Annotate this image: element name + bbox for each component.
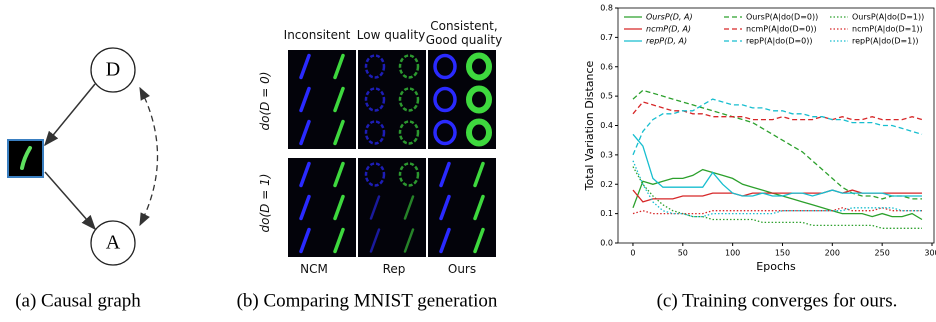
- edge: [45, 172, 95, 229]
- figure: D A (a) Causal graph (b) Comparing MNIST…: [0, 0, 936, 322]
- image-block: [358, 50, 426, 149]
- mnist-grid: [288, 50, 496, 257]
- legend-label: ncmP(D, A): [646, 25, 691, 34]
- y-axis-label: Total Variation Distance: [583, 60, 596, 191]
- chart: 0.0 0.1 0.2 0.3 0.4 0.5 0.6 0.7 0.8 0 50 100 150 200 2…: [583, 4, 936, 274]
- y-tick-label: 0.1: [600, 209, 613, 218]
- legend-label: ncmP(A|do(D=0)): [746, 25, 817, 34]
- x-tick-label: 150: [775, 249, 790, 258]
- y-tick-label: 0.2: [600, 180, 613, 189]
- causal-graph: D A (a) Causal graph: [8, 48, 158, 311]
- x-tick-label: 100: [725, 249, 740, 258]
- method-label: NCM: [294, 262, 334, 276]
- legend-label: OursP(A|do(D=1)): [852, 13, 924, 22]
- image-block: [288, 158, 356, 257]
- column-label: Low quality: [355, 28, 427, 42]
- y-tick-label: 0.5: [600, 92, 613, 101]
- series-line: [633, 90, 922, 199]
- x-tick-label: 250: [875, 249, 890, 258]
- method-label: Ours: [442, 262, 482, 276]
- image-block: [428, 50, 496, 149]
- y-tick-label: 0.4: [600, 121, 613, 130]
- image-block: [358, 158, 426, 257]
- legend-label: OursP(D, A): [646, 13, 693, 22]
- method-label: Rep: [374, 262, 414, 276]
- legend-label: repP(A|do(D=0)): [746, 37, 813, 46]
- series-line: [633, 99, 922, 155]
- caption: (a) Causal graph: [15, 290, 141, 311]
- y-tick-label: 0.0: [600, 239, 613, 248]
- y-tick-label: 0.6: [600, 62, 613, 71]
- node-label: D: [106, 59, 120, 81]
- y-tick-label: 0.3: [600, 150, 613, 159]
- legend-label: repP(D, A): [646, 37, 687, 46]
- legend-label: repP(A|do(D=1)): [852, 37, 919, 46]
- y-tick-label: 0.8: [600, 4, 613, 13]
- confounder-edge: [140, 88, 158, 225]
- row-label: do(D = 1): [258, 158, 272, 248]
- legend-label: ncmP(A|do(D=1)): [852, 25, 923, 34]
- image-block: [288, 50, 356, 149]
- column-label: Inconsitent: [282, 28, 352, 42]
- series-line: [633, 161, 922, 217]
- row-label: do(D = 0): [258, 56, 272, 146]
- caption: (b) Comparing MNIST generation: [237, 290, 498, 311]
- node-label: A: [106, 232, 121, 254]
- series-line: [633, 134, 922, 196]
- edge: [45, 84, 95, 145]
- legend-label: OursP(A|do(D=0)): [746, 13, 818, 22]
- x-tick-label: 300: [924, 249, 936, 258]
- image-block: [428, 158, 496, 257]
- column-label: Consistent, Good quality: [424, 19, 504, 47]
- x-axis-label: Epochs: [756, 260, 796, 273]
- y-tick-label: 0.7: [600, 33, 613, 42]
- caption: (c) Training converges for ours.: [657, 290, 898, 311]
- x-tick-label: 50: [678, 249, 688, 258]
- x-tick-label: 0: [630, 249, 635, 258]
- x-tick-label: 200: [825, 249, 840, 258]
